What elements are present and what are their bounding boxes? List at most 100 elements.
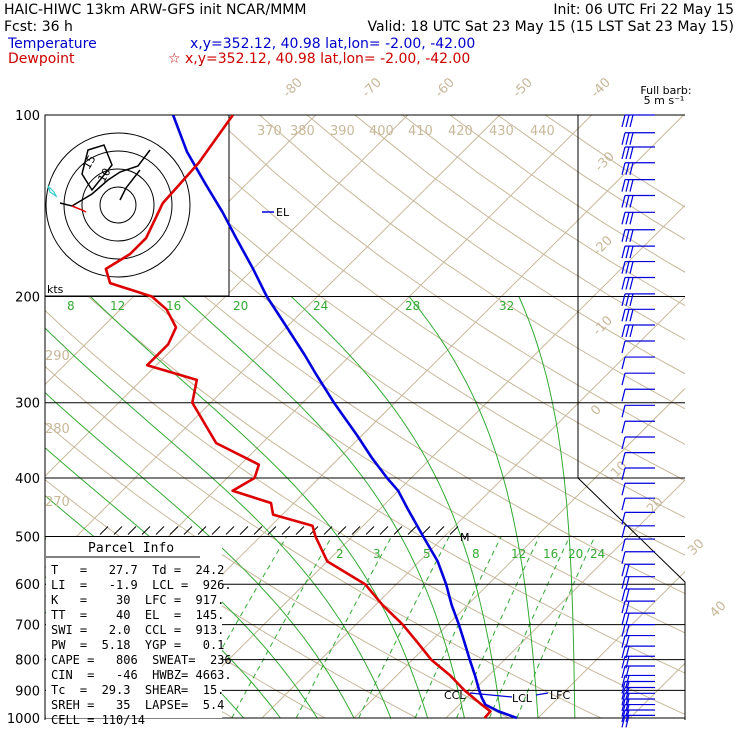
hatch-mark bbox=[253, 526, 263, 535]
hodograph-ring-label: 15 bbox=[80, 153, 98, 172]
dry-adiabat-line bbox=[116, 115, 685, 518]
mixing-ratio-label: 24 bbox=[590, 547, 605, 561]
wind-barb-flag bbox=[621, 687, 626, 700]
hatch-mark bbox=[407, 526, 417, 535]
wind-barb-flag bbox=[625, 261, 630, 274]
hatch-mark bbox=[225, 526, 235, 535]
moist-adiabat-line bbox=[518, 296, 576, 718]
temperature-profile bbox=[171, 115, 518, 720]
wind-barb-flag bbox=[621, 675, 626, 688]
pressure-tick-label: 600 bbox=[15, 578, 40, 593]
moist-adiabat-label: 20 bbox=[233, 299, 248, 313]
hatch-mark bbox=[421, 526, 431, 535]
dry-adiabat-line bbox=[497, 115, 685, 240]
wind-barb-flag bbox=[625, 715, 630, 728]
wind-barb-flag bbox=[621, 498, 626, 511]
theta-label: 410 bbox=[408, 124, 433, 139]
pressure-tick-label: 300 bbox=[15, 397, 40, 412]
moist-adiabat-line bbox=[290, 296, 502, 719]
wind-barb-flag bbox=[621, 693, 626, 706]
hatch-mark bbox=[337, 526, 347, 535]
wind-barb-flag bbox=[621, 551, 626, 564]
hodograph-ring bbox=[63, 150, 173, 260]
wind-barb-flag bbox=[629, 179, 634, 192]
wind-barb-flag bbox=[621, 715, 626, 728]
theta-label: 400 bbox=[369, 124, 394, 139]
dry-adiabat-line bbox=[544, 115, 685, 208]
wind-barb-flag bbox=[625, 195, 630, 208]
hodograph-trace-top bbox=[47, 185, 58, 198]
wind-barb-flag bbox=[629, 293, 634, 307]
wind-barb-flag bbox=[621, 483, 626, 496]
wind-barb-flag bbox=[621, 564, 626, 577]
wind-barb-flag bbox=[625, 146, 630, 160]
hatch-mark bbox=[99, 526, 109, 535]
wind-barb-flag bbox=[621, 340, 626, 354]
theta-label: 380 bbox=[290, 124, 315, 139]
init-time: Init: 06 UTC Fri 22 May 15 bbox=[553, 2, 734, 18]
isotherm-line bbox=[537, 570, 685, 719]
hatch-mark bbox=[393, 526, 403, 535]
dewpoint-location: ☆ x,y=352.12, 40.98 lat,lon= -2.00, -42.… bbox=[168, 51, 470, 67]
barb-legend-units: 5 m s⁻¹ bbox=[644, 94, 685, 107]
hodograph-ring-label: 10 bbox=[95, 166, 113, 185]
hatch-mark bbox=[197, 526, 207, 535]
parcel-row: K = 30 LFC = 917. bbox=[51, 593, 224, 607]
isotherm-label: 0 bbox=[588, 402, 604, 418]
isotherm-line bbox=[169, 204, 685, 719]
wind-barb-flag bbox=[621, 436, 626, 450]
parcel-row: CIN = -46 HWBZ= 4663. bbox=[51, 668, 232, 682]
dry-adiabat-line bbox=[306, 115, 685, 375]
hodograph-ring bbox=[99, 186, 137, 224]
theta-label: 440 bbox=[530, 124, 555, 139]
wind-barb-flag bbox=[621, 467, 626, 481]
hatch-mark bbox=[239, 526, 249, 535]
isotherm-line bbox=[45, 115, 501, 569]
wind-barb-flag bbox=[629, 261, 634, 274]
wind-barb-flag bbox=[625, 588, 630, 602]
mixing-ratio-label: 12 bbox=[511, 547, 526, 561]
wind-barb-flag bbox=[621, 612, 626, 626]
wind-barb-flag bbox=[621, 576, 626, 589]
parcel-info-box: Parcel Info T = 27.7 Td = 24.2 LI = -1.9… bbox=[46, 537, 232, 727]
pressure-tick-label: 100 bbox=[15, 109, 40, 124]
wind-barb-flag bbox=[629, 277, 634, 290]
dry-adiabat-line bbox=[45, 197, 685, 634]
wind-barb-flag bbox=[625, 132, 630, 145]
frame-right bbox=[577, 115, 686, 720]
dry-adiabat-line bbox=[45, 309, 685, 715]
wind-barb-flag bbox=[621, 114, 626, 128]
isotherm-label: 40 bbox=[707, 599, 729, 621]
mixing-ratio-label: 5 bbox=[423, 547, 431, 561]
mixing-ratio-line bbox=[456, 536, 540, 719]
parcel-row: CELL = 110/14 bbox=[51, 713, 145, 727]
wind-barb-flag bbox=[625, 612, 630, 626]
hodograph-ring bbox=[45, 132, 191, 278]
wind-barb-flag bbox=[621, 195, 626, 208]
isotherm-label: -70 bbox=[359, 75, 385, 101]
parcel-row: Tc = 29.3 SHEAR= 15. bbox=[51, 683, 224, 697]
wind-barb-flag bbox=[625, 709, 630, 723]
el-label: EL bbox=[276, 206, 290, 219]
isotherm-label: -10 bbox=[590, 313, 616, 339]
mixing-ratio-label: 16 bbox=[543, 547, 558, 561]
wind-barb-flag bbox=[621, 681, 626, 694]
pressure-tick-label: 200 bbox=[15, 291, 40, 306]
mixing-ratio-line bbox=[182, 536, 288, 719]
lfc-tick bbox=[535, 692, 549, 696]
wind-barb-flag bbox=[621, 452, 626, 465]
mixing-ratio-line bbox=[488, 536, 571, 719]
hatch-mark bbox=[435, 526, 445, 535]
theta-label: 270 bbox=[45, 495, 70, 510]
hatch-mark bbox=[379, 526, 389, 535]
wind-barb-flag bbox=[621, 698, 626, 712]
wind-barb-flag bbox=[621, 656, 626, 669]
wind-barb-flag bbox=[625, 229, 630, 242]
mixing-ratio-label: 8 bbox=[472, 547, 480, 561]
hodograph-ring bbox=[81, 168, 155, 242]
wind-barb-flag bbox=[621, 588, 626, 602]
pressure-tick-label: 500 bbox=[15, 530, 40, 545]
dry-adiabat-line bbox=[45, 422, 510, 719]
moist-adiabat-label: 32 bbox=[499, 299, 514, 313]
